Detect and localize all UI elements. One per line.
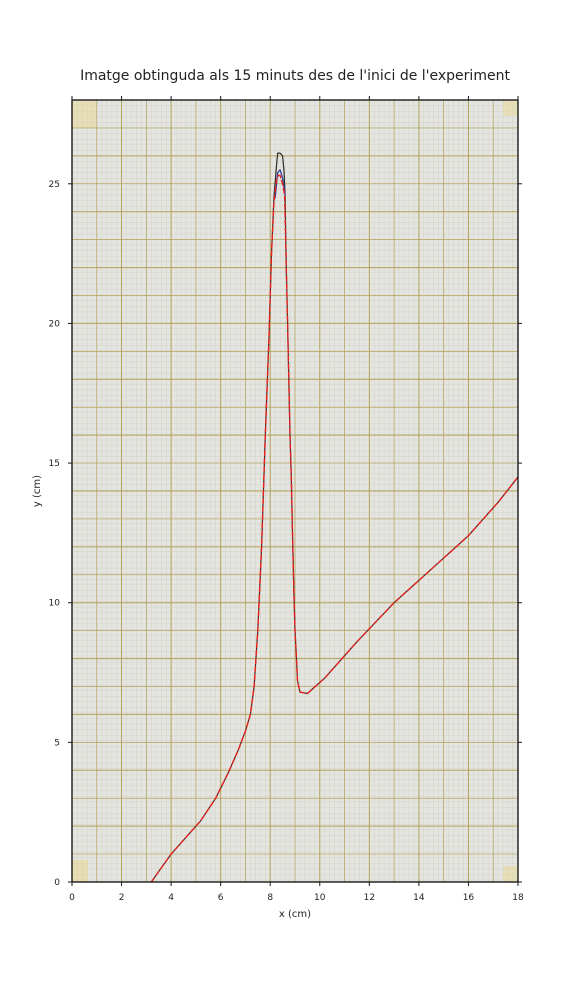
x-tick-label: 10 <box>314 893 326 903</box>
x-tick-label: 4 <box>168 893 174 903</box>
plot-frame <box>71 99 519 883</box>
paper-corner-stain-top-left <box>72 100 96 128</box>
y-tick-label: 10 <box>49 599 61 609</box>
y-tick-label: 25 <box>49 180 60 190</box>
series-line-3 <box>150 174 519 883</box>
x-tick-label: 18 <box>512 893 524 903</box>
paper-corner-stain-top-right <box>503 100 518 116</box>
chart-title: Imatge obtinguda als 15 minuts des de l'… <box>80 68 510 84</box>
y-axis-label: y (cm) <box>32 475 43 507</box>
x-tick-label: 8 <box>267 893 273 903</box>
y-tick-label: 5 <box>54 738 60 748</box>
x-tick-label: 16 <box>463 893 475 903</box>
x-tick-label: 6 <box>218 893 224 903</box>
y-tick-label: 20 <box>49 319 61 329</box>
x-axis: 0 2 4 6 8 10 12 14 16 18 <box>69 96 524 903</box>
series-layer <box>150 152 519 883</box>
y-tick-label: 15 <box>49 459 60 469</box>
y-axis: 0 5 10 15 20 25 <box>49 180 522 888</box>
paper-corner-stain-bottom-right <box>503 866 518 882</box>
x-tick-label: 0 <box>69 893 75 903</box>
x-tick-label: 2 <box>119 893 125 903</box>
plot-area <box>71 99 519 883</box>
y-tick-label: 0 <box>54 878 60 888</box>
x-tick-label: 12 <box>364 893 375 903</box>
x-axis-label: x (cm) <box>279 909 311 920</box>
paper-corner-stain-bottom-left <box>72 860 88 882</box>
x-tick-label: 14 <box>413 893 425 903</box>
